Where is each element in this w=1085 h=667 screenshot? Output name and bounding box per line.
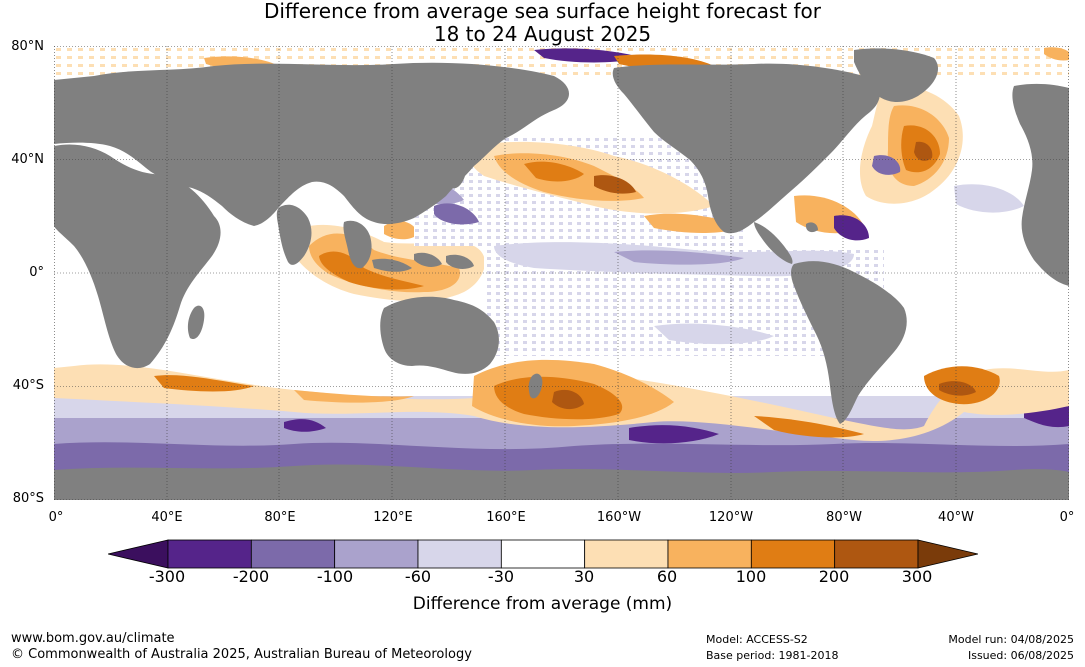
title-line-1: Difference from average sea surface heig…	[263, 0, 822, 23]
land-greenland	[854, 48, 939, 102]
colorbar-tick: 30	[573, 567, 595, 586]
lon-label-80w: 80°W	[826, 510, 862, 525]
lat-label-40s: 40°S	[12, 378, 44, 393]
colorbar-tick: -300	[148, 567, 186, 586]
north-atlantic-anomaly	[794, 85, 1024, 241]
lon-label-0-west: 0°	[48, 510, 64, 525]
colorbar-tick: 60	[656, 567, 678, 586]
map-title: Difference from average sea surface heig…	[0, 0, 1085, 46]
colorbar-title: Difference from average (mm)	[412, 594, 673, 614]
colorbar-segment	[334, 539, 419, 569]
colorbar-segment	[917, 539, 979, 569]
lon-label-0-east: 0°	[1059, 510, 1075, 525]
colorbar-tick: -200	[232, 567, 270, 586]
lon-label-160w: 160°W	[596, 510, 642, 525]
land-central-america	[754, 222, 793, 264]
colorbar-graphic	[107, 539, 979, 569]
lat-label-40n: 40°N	[11, 152, 44, 167]
lat-label-80n: 80°N	[11, 39, 44, 54]
lon-label-40w: 40°W	[938, 510, 974, 525]
colorbar-segment	[417, 539, 502, 569]
colorbar-tick: -30	[487, 567, 515, 586]
footer-copyright: © Commonwealth of Australia 2025, Austra…	[11, 647, 472, 662]
colorbar-segment	[250, 539, 336, 569]
footer-base-period: Base period: 1981-2018	[706, 649, 839, 662]
colorbar-tick: -100	[316, 567, 354, 586]
colorbar-segment	[584, 539, 669, 569]
lon-label-120e: 120°E	[373, 510, 413, 525]
colorbar-segment	[750, 539, 836, 569]
lat-label-80s: 80°S	[12, 491, 44, 506]
land-masses	[54, 48, 1069, 500]
land-japan	[450, 163, 466, 189]
lon-label-80e: 80°E	[264, 510, 296, 525]
title-line-2: 18 to 24 August 2025	[433, 22, 652, 46]
anomaly-map	[54, 46, 1069, 500]
land-new-zealand	[528, 373, 543, 399]
lon-label-120w: 120°W	[708, 510, 754, 525]
graticule	[54, 46, 1069, 500]
map-canvas	[54, 46, 1069, 500]
land-africa	[54, 144, 221, 369]
colorbar-segment	[667, 539, 752, 569]
footer-issued: Issued: 06/08/2025	[967, 649, 1074, 662]
land-europe-africa-east	[1012, 83, 1069, 286]
colorbar-segment	[834, 539, 919, 569]
colorbar-tick: -60	[404, 567, 432, 586]
colorbar-segment	[500, 539, 586, 569]
land-india	[276, 204, 312, 265]
footer-model: Model: ACCESS-S2	[706, 633, 808, 646]
land-indonesia	[372, 252, 474, 272]
lat-label-0: 0°	[29, 265, 44, 280]
land-eurasia	[54, 62, 569, 227]
colorbar-segment	[107, 539, 169, 569]
footer-website: www.bom.gov.au/climate	[11, 631, 175, 646]
colorbar-segment	[167, 539, 252, 569]
land-antarctica	[54, 464, 1069, 500]
footer-model-run: Model run: 04/08/2025	[948, 633, 1074, 646]
colorbar-tick: 300	[901, 567, 933, 586]
colorbar	[107, 539, 979, 569]
lon-label-40e: 40°E	[151, 510, 183, 525]
land-south-america	[791, 261, 907, 424]
southern-ocean-positive-band	[54, 359, 1069, 441]
colorbar-tick: 200	[818, 567, 850, 586]
land-madagascar	[187, 305, 205, 340]
colorbar-tick: 100	[735, 567, 767, 586]
land-southeast-asia	[343, 220, 372, 269]
lon-label-160e: 160°E	[486, 510, 526, 525]
land-australia	[380, 296, 499, 374]
land-north-america	[612, 63, 880, 234]
